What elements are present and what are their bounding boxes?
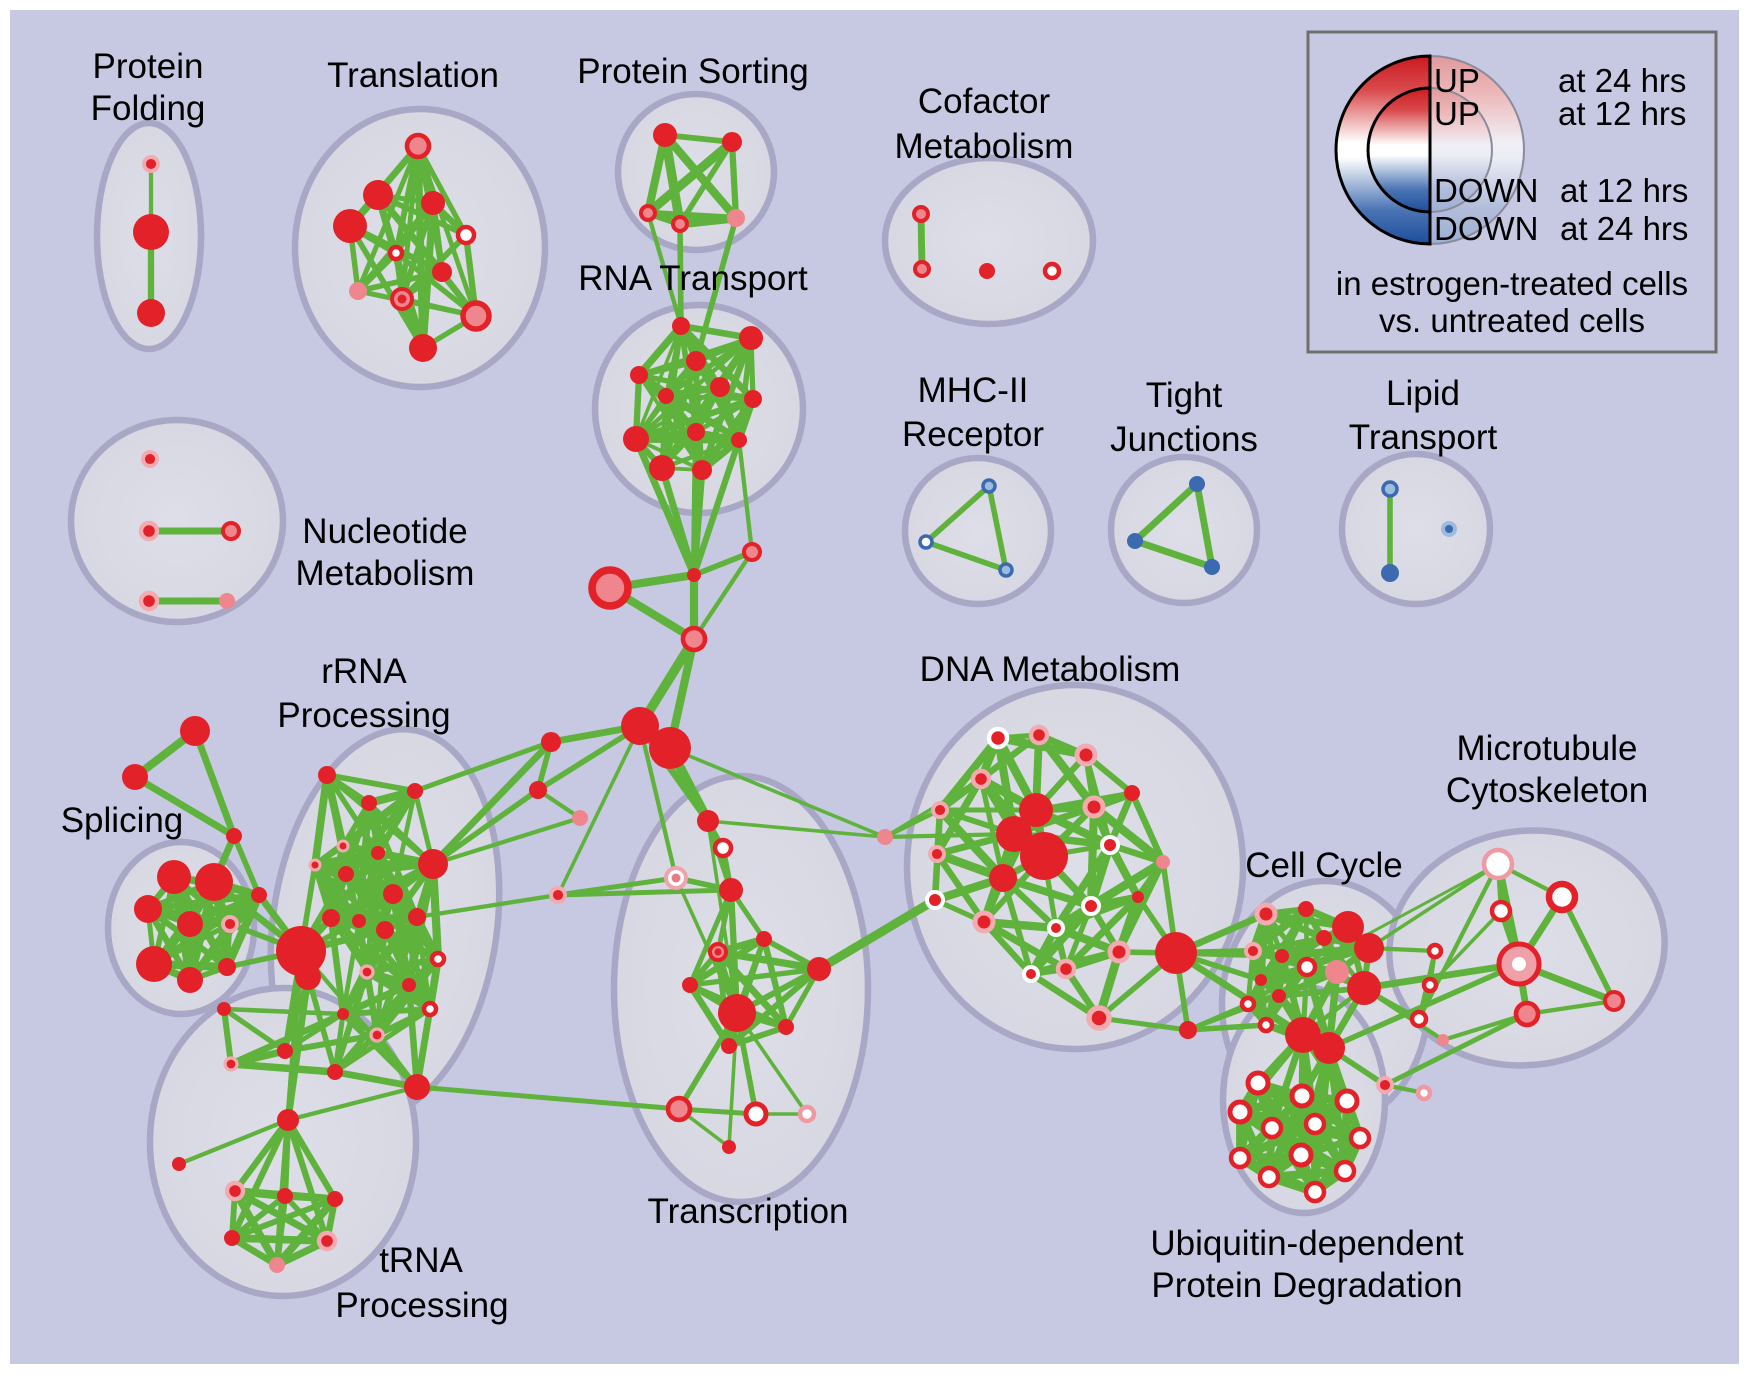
svg-text:at 24 hrs: at 24 hrs <box>1560 210 1688 247</box>
svg-text:Ubiquitin-dependent: Ubiquitin-dependent <box>1150 1224 1464 1263</box>
svg-text:Transcription: Transcription <box>648 1192 849 1231</box>
svg-text:Folding: Folding <box>91 89 206 128</box>
svg-text:in estrogen-treated cells: in estrogen-treated cells <box>1336 265 1688 302</box>
svg-text:rRNA: rRNA <box>321 652 407 691</box>
svg-text:Cytoskeleton: Cytoskeleton <box>1446 771 1648 810</box>
svg-text:UP: UP <box>1434 95 1480 132</box>
svg-text:Metabolism: Metabolism <box>895 127 1074 166</box>
svg-text:Protein: Protein <box>93 47 204 86</box>
svg-text:Junctions: Junctions <box>1110 420 1258 459</box>
svg-text:Receptor: Receptor <box>902 415 1044 454</box>
svg-text:DOWN: DOWN <box>1434 210 1538 247</box>
svg-text:Transport: Transport <box>1349 418 1498 457</box>
svg-text:Cell Cycle: Cell Cycle <box>1245 846 1403 885</box>
svg-text:UP: UP <box>1434 62 1480 99</box>
svg-text:DNA Metabolism: DNA Metabolism <box>920 650 1181 689</box>
svg-text:Splicing: Splicing <box>61 801 184 840</box>
svg-text:MHC-II: MHC-II <box>918 371 1029 410</box>
svg-text:RNA Transport: RNA Transport <box>578 259 808 298</box>
svg-text:tRNA: tRNA <box>379 1241 463 1280</box>
svg-text:Tight: Tight <box>1146 376 1223 415</box>
svg-text:at 12 hrs: at 12 hrs <box>1558 95 1686 132</box>
svg-text:at 24 hrs: at 24 hrs <box>1558 62 1686 99</box>
svg-text:vs. untreated cells: vs. untreated cells <box>1379 302 1645 339</box>
svg-text:DOWN: DOWN <box>1434 172 1538 209</box>
svg-text:at 12 hrs: at 12 hrs <box>1560 172 1688 209</box>
svg-text:Metabolism: Metabolism <box>296 554 475 593</box>
svg-text:Cofactor: Cofactor <box>918 82 1051 121</box>
svg-text:Translation: Translation <box>327 56 499 95</box>
svg-text:Nucleotide: Nucleotide <box>302 512 467 551</box>
svg-text:Protein Degradation: Protein Degradation <box>1151 1266 1462 1305</box>
svg-text:Lipid: Lipid <box>1386 374 1460 413</box>
svg-text:Protein Sorting: Protein Sorting <box>577 52 809 91</box>
svg-text:Microtubule: Microtubule <box>1457 729 1638 768</box>
svg-text:Processing: Processing <box>335 1286 508 1325</box>
svg-text:Processing: Processing <box>277 696 450 735</box>
